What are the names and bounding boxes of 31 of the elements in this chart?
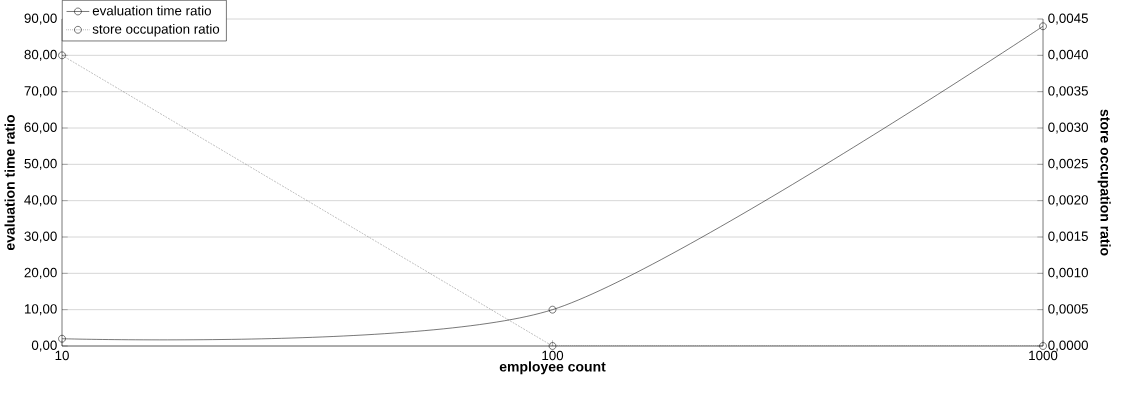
y2-tick-label: 0,0045 — [1048, 13, 1088, 25]
y2-tick-label: 0,0040 — [1048, 49, 1088, 61]
y2-tick-label: 0,0005 — [1048, 304, 1088, 316]
y2-tick-label: 0,0035 — [1048, 86, 1088, 98]
y-axis-title: evaluation time ratio — [4, 114, 15, 251]
y2-axis-title: store occupation ratio — [1097, 109, 1111, 256]
y-tick-label: 60,00 — [24, 122, 57, 134]
x-tick-label: 100 — [542, 350, 564, 361]
y-tick-label: 10,00 — [24, 304, 57, 316]
y-tick-label: 90,00 — [24, 13, 57, 25]
y-tick-label: 70,00 — [24, 86, 57, 98]
y2-tick-label: 0,0030 — [1048, 122, 1088, 134]
x-tick-label: 1000 — [1029, 350, 1058, 361]
y-tick-label: 40,00 — [24, 195, 57, 207]
y-tick-label: 0,00 — [31, 340, 57, 352]
x-axis-title: employee count — [499, 361, 606, 375]
point — [58, 335, 66, 343]
y2-tick-label: 0,0025 — [1048, 158, 1088, 170]
point — [548, 305, 557, 314]
point — [1039, 22, 1047, 31]
y-tick-label: 30,00 — [24, 231, 57, 243]
y-tick-label: 80,00 — [24, 49, 57, 61]
legend-label: store occupation ratio — [92, 23, 220, 37]
x-tick-label: 10 — [55, 350, 69, 361]
y-tick-label: 50,00 — [24, 158, 57, 170]
y2-tick-label: 0,0010 — [1048, 267, 1088, 279]
y-tick-label: 20,00 — [24, 267, 57, 279]
y2-tick-label: 0,0015 — [1048, 231, 1088, 243]
legend-label: evaluation time ratio — [92, 5, 211, 16]
y2-tick-label: 0,0020 — [1048, 195, 1088, 207]
y2-tick-label: 0,0000 — [1048, 340, 1088, 352]
